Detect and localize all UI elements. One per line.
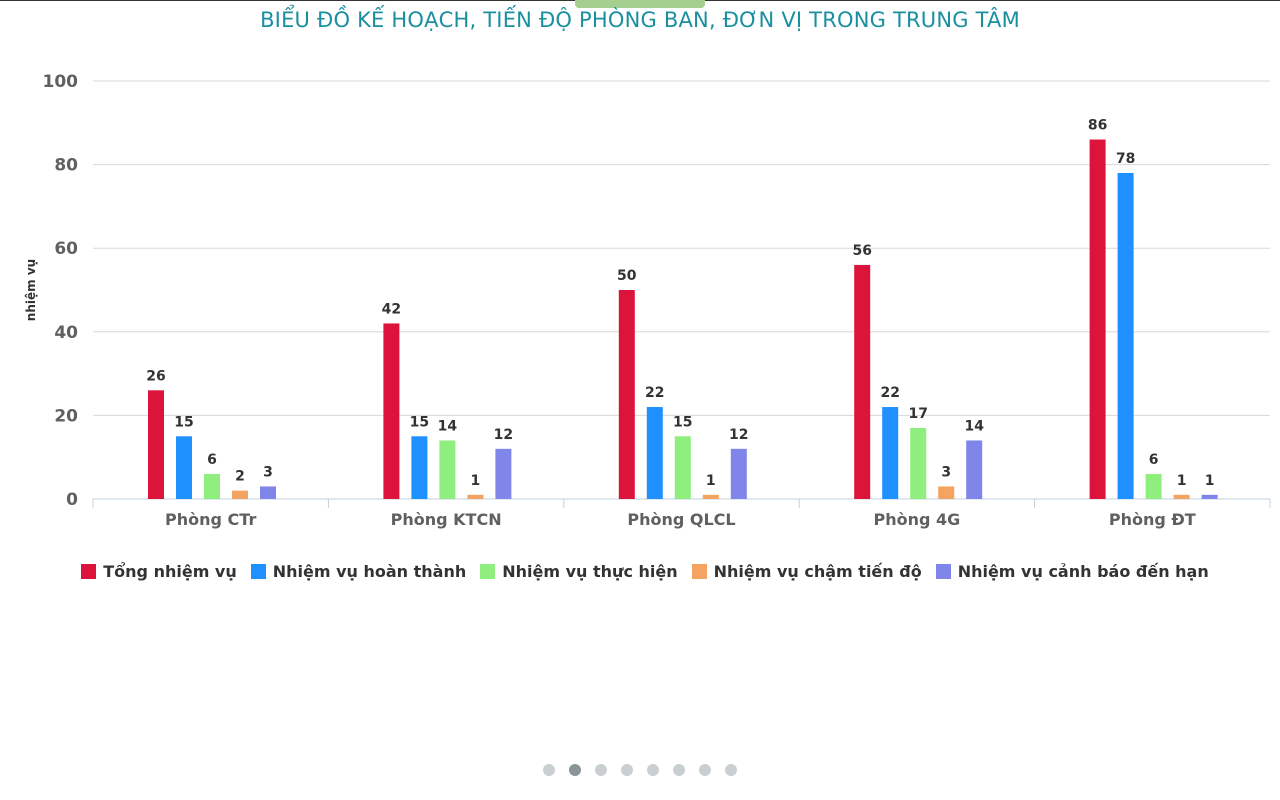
pagination-dot[interactable] — [595, 764, 607, 776]
bar-2 — [176, 436, 192, 499]
x-tick-label: Phòng 4G — [874, 510, 961, 529]
y-axis-title: nhiệm vụ — [24, 259, 38, 321]
y-tick-label: 80 — [54, 156, 78, 176]
data-label: 12 — [729, 427, 748, 443]
x-tick-label: Phòng ĐT — [1109, 510, 1196, 529]
data-label: 14 — [964, 418, 984, 434]
bar-1 — [148, 390, 164, 499]
data-label: 78 — [1116, 151, 1135, 167]
legend-swatch — [480, 564, 496, 579]
pagination-dot[interactable] — [621, 764, 633, 776]
data-label: 12 — [494, 427, 513, 443]
y-tick-label: 40 — [54, 323, 78, 343]
data-label: 1 — [1177, 473, 1187, 489]
bar-3 — [439, 440, 456, 499]
pagination-dot[interactable] — [543, 764, 555, 776]
bar-1 — [854, 264, 871, 499]
bar-3 — [674, 436, 691, 499]
carousel-pagination — [0, 764, 1280, 776]
pagination-dot[interactable] — [699, 764, 711, 776]
data-label: 22 — [880, 385, 899, 401]
bar-2 — [646, 407, 663, 499]
legend-label: Nhiệm vụ hoàn thành — [272, 562, 467, 581]
data-label: 86 — [1088, 118, 1107, 134]
legend-label: Nhiệm vụ thực hiện — [502, 562, 678, 581]
bar-3 — [1145, 473, 1162, 499]
legend-label: Nhiệm vụ chậm tiến độ — [713, 562, 922, 581]
data-label: 1 — [471, 473, 481, 489]
y-tick-label: 20 — [54, 406, 78, 426]
legend-item[interactable]: Tổng nhiệm vụ — [81, 562, 237, 581]
chart-legend: Tổng nhiệm vụ Nhiệm vụ hoàn thành Nhiệm vụ… — [0, 562, 1280, 581]
bar-5 — [1201, 494, 1218, 499]
data-label: 2 — [235, 469, 245, 485]
data-label: 42 — [382, 301, 401, 317]
y-tick-label: 100 — [43, 72, 79, 92]
data-label: 15 — [673, 414, 692, 430]
y-tick-label: 60 — [54, 239, 78, 259]
bar-2 — [411, 436, 428, 499]
bar-5 — [730, 448, 747, 499]
data-label: 1 — [706, 473, 716, 489]
legend-swatch — [691, 564, 707, 579]
bar-4 — [702, 494, 719, 499]
bar-4 — [232, 490, 248, 499]
pagination-dot[interactable] — [725, 764, 737, 776]
data-label: 17 — [908, 406, 927, 422]
legend-swatch — [250, 564, 266, 579]
data-label: 6 — [1149, 452, 1159, 468]
legend-item[interactable]: Nhiệm vụ chậm tiến độ — [691, 562, 922, 581]
legend-swatch — [81, 564, 97, 579]
bar-3 — [910, 427, 927, 499]
bar-4 — [938, 486, 955, 499]
y-tick-label: 0 — [66, 490, 78, 510]
bar-2 — [882, 407, 899, 499]
pagination-dot[interactable] — [647, 764, 659, 776]
bar-1 — [618, 290, 635, 499]
bar-4 — [1173, 494, 1190, 499]
chart-title: BIỂU ĐỒ KẾ HOẠCH, TIẾN ĐỘ PHÒNG BAN, ĐƠN… — [260, 8, 1020, 32]
data-label: 22 — [645, 385, 664, 401]
data-label: 50 — [617, 268, 637, 284]
data-label: 26 — [146, 368, 165, 384]
bar-1 — [1089, 139, 1106, 499]
pagination-dot[interactable] — [673, 764, 685, 776]
data-label: 56 — [852, 243, 871, 259]
legend-item[interactable]: Nhiệm vụ thực hiện — [480, 562, 678, 581]
data-label: 15 — [410, 414, 429, 430]
data-label: 15 — [174, 414, 193, 430]
bar-5 — [495, 448, 512, 499]
bar-2 — [1117, 172, 1134, 499]
bar-1 — [383, 323, 400, 499]
data-label: 3 — [263, 464, 273, 480]
x-tick-label: Phòng QLCL — [627, 510, 735, 529]
bar-5 — [966, 440, 983, 499]
bar-3 — [204, 473, 220, 499]
x-tick-label: Phòng KTCN — [391, 510, 502, 529]
bar-5 — [260, 486, 276, 499]
top-tab-handle[interactable] — [575, 0, 705, 8]
data-label: 1 — [1205, 473, 1215, 489]
legend-label: Tổng nhiệm vụ — [103, 562, 237, 581]
x-tick-label: Phòng CTr — [165, 510, 256, 529]
pagination-dot[interactable] — [569, 764, 581, 776]
legend-swatch — [935, 564, 951, 579]
legend-item[interactable]: Nhiệm vụ hoàn thành — [250, 562, 467, 581]
legend-item[interactable]: Nhiệm vụ cảnh báo đến hạn — [935, 562, 1209, 581]
data-label: 6 — [207, 452, 217, 468]
bar-4 — [467, 494, 484, 499]
data-label: 3 — [941, 464, 951, 480]
data-label: 14 — [438, 418, 458, 434]
legend-label: Nhiệm vụ cảnh báo đến hạn — [957, 562, 1209, 581]
